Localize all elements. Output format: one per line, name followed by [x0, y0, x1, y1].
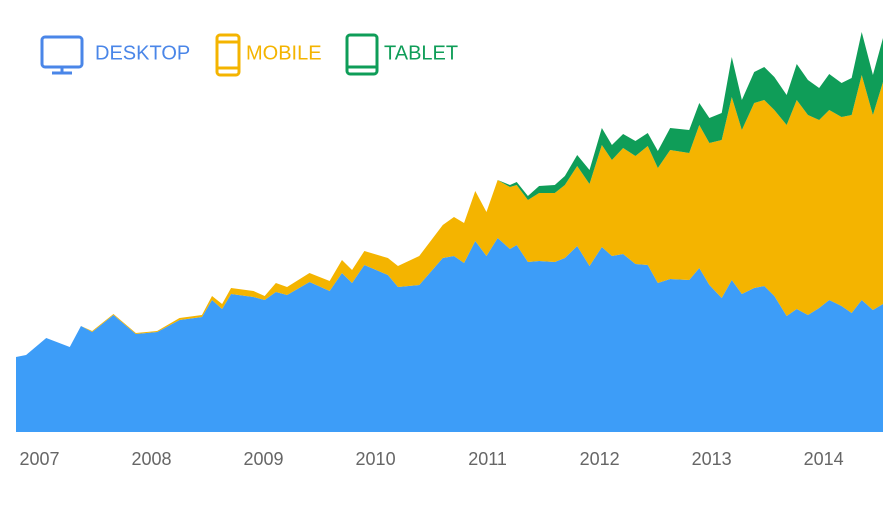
x-tick-label: 2011 — [468, 449, 507, 469]
legend-label: DESKTOP — [95, 42, 190, 64]
x-tick-label: 2009 — [244, 449, 284, 469]
x-tick-label: 2007 — [19, 449, 59, 469]
x-tick-label: 2008 — [132, 449, 172, 469]
tablet-icon — [345, 33, 379, 76]
area — [16, 75, 883, 357]
x-tick-label: 2010 — [356, 449, 396, 469]
x-tick-label: 2012 — [580, 449, 620, 469]
x-tick-label: 2014 — [804, 449, 844, 469]
mobile-icon — [215, 33, 241, 77]
area — [16, 238, 883, 432]
areas — [16, 32, 883, 432]
x-tick-label: 2013 — [692, 449, 732, 469]
legend: DESKTOP MOBILE TABLET — [40, 33, 458, 77]
legend-label: MOBILE — [246, 42, 322, 64]
legend-label: TABLET — [384, 42, 458, 64]
desktop-icon — [40, 35, 84, 75]
